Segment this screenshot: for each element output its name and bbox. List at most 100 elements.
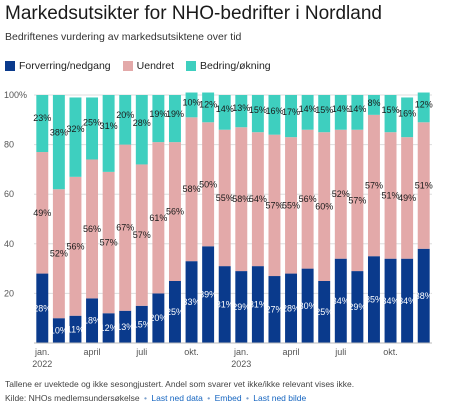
embed-link[interactable]: Embed [214, 393, 242, 403]
bar-segment[interactable] [268, 276, 281, 343]
y-tick-label: 100% [4, 90, 27, 100]
bar-segment[interactable] [185, 92, 198, 118]
separator-dot: • [207, 393, 211, 403]
legend-label-bedring: Bedring/økning [200, 60, 271, 72]
bar-segment[interactable] [301, 129, 314, 269]
bar-segment[interactable] [268, 134, 281, 277]
bar-segment[interactable] [251, 95, 264, 133]
bar-segment[interactable] [202, 92, 215, 123]
bar-segment[interactable] [235, 271, 248, 343]
bar-segment[interactable] [334, 129, 347, 259]
bar-segment[interactable] [218, 95, 231, 130]
bar-segment[interactable] [318, 281, 331, 343]
bar-segment[interactable] [351, 129, 364, 272]
bar-segment[interactable] [52, 318, 65, 343]
bar-segment[interactable] [235, 95, 248, 128]
bar-segment[interactable] [367, 256, 380, 343]
bar-segment[interactable] [301, 95, 314, 130]
legend-label-uendret: Uendret [136, 60, 174, 72]
bar-segment[interactable] [152, 293, 165, 343]
bar-segment[interactable] [384, 95, 397, 133]
bar-segment[interactable] [69, 315, 82, 343]
bar-segment[interactable] [185, 117, 198, 262]
bar-segment[interactable] [168, 142, 181, 281]
download-image-link[interactable]: Last ned bilde [253, 393, 307, 403]
bar-segment[interactable] [119, 95, 132, 145]
bar-segment[interactable] [152, 95, 165, 143]
bar-segment[interactable] [168, 95, 181, 143]
data-label: 27% [265, 305, 283, 315]
bar-segment[interactable] [52, 95, 65, 190]
bar-segment[interactable] [185, 261, 198, 343]
bar-segment[interactable] [218, 266, 231, 343]
bar-segment[interactable] [351, 95, 364, 130]
bar-segment[interactable] [36, 273, 49, 343]
bar-segment[interactable] [285, 95, 298, 138]
bar-segment[interactable] [69, 97, 82, 177]
bar-segment[interactable] [36, 95, 49, 153]
footnote: Tallene er uvektede og ikke sesongjuster… [5, 379, 355, 389]
bar-segment[interactable] [384, 132, 397, 259]
bar-segment[interactable] [152, 142, 165, 294]
bar-segment[interactable] [218, 129, 231, 267]
bar-segment[interactable] [36, 152, 49, 274]
bar-segment[interactable] [334, 95, 347, 130]
bar-segment[interactable] [168, 281, 181, 343]
bar-segment[interactable] [202, 122, 215, 247]
bar-segment[interactable] [401, 97, 414, 138]
x-tick-label: juli [334, 347, 346, 357]
y-tick-label: 40 [4, 239, 14, 249]
data-label: 12% [199, 99, 217, 109]
bar-segment[interactable] [367, 114, 380, 257]
data-label: 55% [282, 200, 300, 210]
data-label: 11% [67, 324, 84, 334]
bar-segment[interactable] [268, 95, 281, 135]
bar-segment[interactable] [102, 171, 115, 314]
data-label: 28% [282, 303, 300, 313]
legend-item-bedring[interactable]: Bedring/økning [186, 60, 271, 72]
bar-segment[interactable] [202, 246, 215, 343]
bar-segment[interactable] [285, 137, 298, 274]
x-tick-year-label: 2022 [32, 359, 52, 369]
bar-segment[interactable] [119, 310, 132, 343]
bar-segment[interactable] [69, 176, 82, 316]
bar-segment[interactable] [235, 127, 248, 272]
legend-swatch-uendret [122, 61, 133, 71]
x-tick-label: juli [135, 347, 147, 357]
bar-segment[interactable] [318, 132, 331, 281]
data-label: 25% [83, 117, 101, 127]
bar-segment[interactable] [251, 132, 264, 267]
bar-segment[interactable] [417, 248, 430, 343]
bar-segment[interactable] [102, 95, 115, 172]
bar-segment[interactable] [135, 164, 148, 306]
bar-segment[interactable] [285, 273, 298, 343]
bar-segment[interactable] [135, 305, 148, 343]
bar-segment[interactable] [417, 122, 430, 249]
bar-segment[interactable] [351, 271, 364, 343]
data-label: 19% [149, 109, 167, 119]
bar-segment[interactable] [384, 258, 397, 343]
bar-segment[interactable] [86, 298, 99, 343]
legend-item-uendret[interactable]: Uendret [122, 60, 174, 72]
bar-segment[interactable] [86, 159, 99, 299]
bar-segment[interactable] [401, 137, 414, 259]
download-data-link[interactable]: Last ned data [151, 393, 203, 403]
bar-segment[interactable] [135, 95, 148, 165]
bar-segment[interactable] [301, 268, 314, 343]
data-label: 56% [83, 224, 101, 234]
bar-segment[interactable] [318, 95, 331, 133]
bar-segment[interactable] [52, 189, 65, 319]
bar-segment[interactable] [334, 258, 347, 343]
bar-segment[interactable] [251, 266, 264, 343]
data-label: 12% [100, 323, 118, 333]
bar-segment[interactable] [102, 313, 115, 343]
bar-segment[interactable] [86, 97, 99, 160]
bar-segment[interactable] [119, 144, 132, 311]
bar-segment[interactable] [417, 92, 430, 123]
source-line: Kilde: NHOs medlemsundersøkelse • Last n… [5, 393, 306, 403]
bar-segment[interactable] [367, 95, 380, 115]
data-label: 10% [183, 97, 201, 107]
legend-item-forverring[interactable]: Forverring/nedgang [5, 60, 111, 72]
bar-segment[interactable] [401, 258, 414, 343]
data-label: 17% [282, 107, 300, 117]
